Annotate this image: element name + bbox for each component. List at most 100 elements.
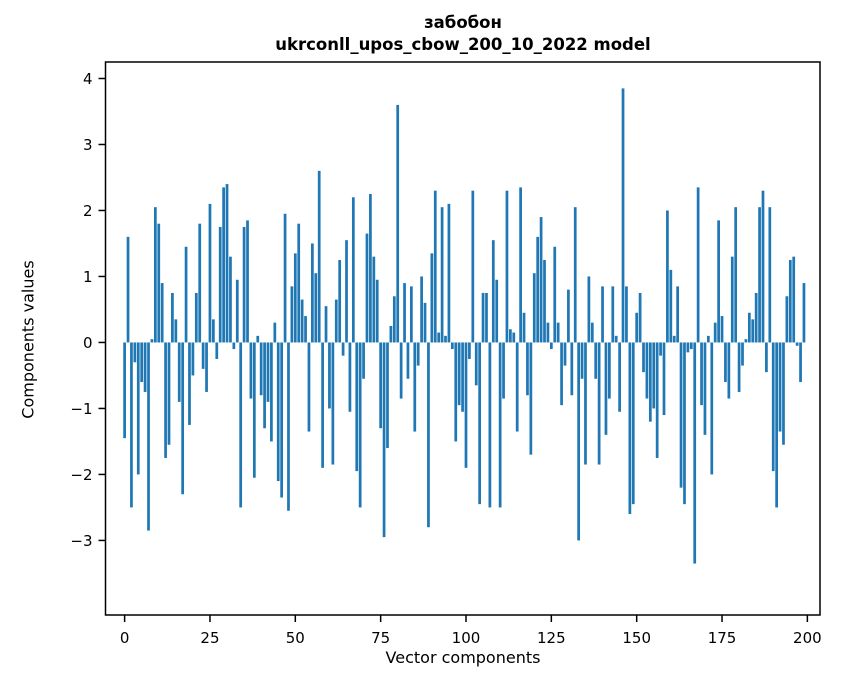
bar-component-65 (345, 240, 348, 343)
bar-component-187 (761, 190, 765, 343)
bar-component-9 (153, 207, 157, 343)
bar-component-3 (133, 342, 137, 363)
bar-component-99 (461, 342, 464, 412)
bar-component-84 (410, 286, 413, 343)
bar-component-22 (198, 223, 202, 343)
bar-component-71 (365, 233, 369, 343)
bar-component-68 (355, 342, 359, 472)
bar-component-172 (710, 342, 714, 475)
bar-component-33 (235, 279, 239, 343)
bar-component-7 (147, 342, 150, 531)
bar-component-76 (382, 342, 386, 538)
bar-component-136 (587, 276, 591, 343)
bar-component-73 (372, 256, 376, 343)
bar-component-63 (338, 259, 342, 343)
bar-component-194 (785, 296, 789, 343)
bar-component-93 (440, 207, 444, 343)
bar-component-17 (181, 342, 185, 495)
bar-component-94 (444, 335, 447, 343)
bar-component-120 (532, 273, 536, 343)
bar-component-20 (191, 342, 195, 376)
bar-component-138 (594, 342, 598, 379)
bar-component-156 (655, 342, 659, 458)
bar-component-28 (218, 226, 222, 343)
axes-spines (104, 61, 821, 616)
y-tick-label: 2 (83, 202, 93, 220)
bar-component-54 (307, 342, 311, 432)
bar-component-140 (601, 286, 604, 343)
bar-component-29 (222, 187, 225, 343)
x-tick-label: 50 (286, 629, 305, 647)
bar-component-60 (328, 342, 331, 409)
bar-component-53 (304, 316, 307, 343)
bar-component-124 (546, 322, 550, 343)
bar-component-19 (188, 342, 191, 425)
bar-component-5 (140, 342, 144, 383)
x-axis-label: Vector components (385, 648, 541, 667)
bar-component-147 (625, 286, 628, 343)
bar-component-134 (580, 342, 584, 379)
bar-component-114 (512, 332, 516, 343)
bar-component-32 (232, 342, 236, 350)
bar-component-131 (570, 342, 574, 396)
bar-component-80 (396, 104, 400, 343)
bar-component-31 (229, 256, 232, 343)
x-tick-label: 125 (537, 629, 566, 647)
x-tick-label: 100 (452, 629, 481, 647)
bar-component-104 (478, 342, 482, 505)
bar-component-176 (724, 342, 727, 383)
bar-component-126 (553, 246, 557, 343)
bar-component-95 (447, 203, 451, 343)
bar-component-67 (351, 197, 355, 343)
y-axis-label: Components values (18, 260, 38, 419)
bar-component-180 (737, 342, 741, 392)
bar-component-44 (273, 322, 277, 343)
bar-component-110 (498, 342, 502, 508)
bar-component-198 (799, 342, 802, 383)
bar-component-164 (683, 342, 686, 505)
bar-component-50 (293, 253, 297, 343)
bar-component-13 (167, 342, 171, 445)
bar-component-122 (539, 217, 543, 343)
bar-component-75 (379, 342, 383, 429)
x-tick-label: 25 (200, 629, 219, 647)
bar-component-1 (126, 236, 130, 343)
bar-component-42 (266, 342, 270, 402)
bar-component-118 (526, 342, 529, 396)
bar-component-109 (495, 279, 499, 343)
bar-component-70 (362, 342, 365, 379)
bar-component-113 (509, 329, 512, 343)
bar-component-34 (239, 342, 243, 508)
bar-component-167 (693, 342, 697, 564)
bar-component-183 (747, 312, 751, 343)
bar-component-170 (703, 342, 707, 435)
bar-component-85 (413, 342, 417, 432)
bar-component-91 (433, 190, 437, 343)
bar-component-142 (608, 342, 611, 399)
bar-component-18 (184, 246, 188, 343)
y-tick-label: −3 (70, 532, 92, 550)
bar-component-11 (160, 283, 164, 343)
bar-component-132 (573, 207, 577, 343)
bar-component-154 (648, 342, 652, 422)
bar-component-149 (631, 342, 635, 505)
chart-title-model: ukrconll_upos_cbow_200_10_2022 model (275, 35, 651, 55)
bar-component-191 (775, 342, 779, 508)
bar-component-102 (471, 190, 475, 343)
bar-component-16 (177, 342, 181, 402)
bar-component-12 (164, 342, 167, 458)
bar-component-127 (556, 322, 560, 343)
bar-component-4 (136, 342, 140, 475)
bar-component-175 (720, 316, 724, 343)
bar-component-178 (730, 256, 734, 343)
bar-component-182 (744, 339, 748, 343)
bar-component-35 (242, 226, 246, 343)
bar-component-51 (297, 223, 301, 343)
bar-component-121 (536, 236, 540, 343)
bar-component-46 (280, 342, 284, 498)
bar-component-105 (481, 292, 485, 343)
bar-component-52 (300, 299, 304, 343)
bar-component-39 (256, 335, 260, 343)
bar-component-106 (485, 292, 488, 343)
